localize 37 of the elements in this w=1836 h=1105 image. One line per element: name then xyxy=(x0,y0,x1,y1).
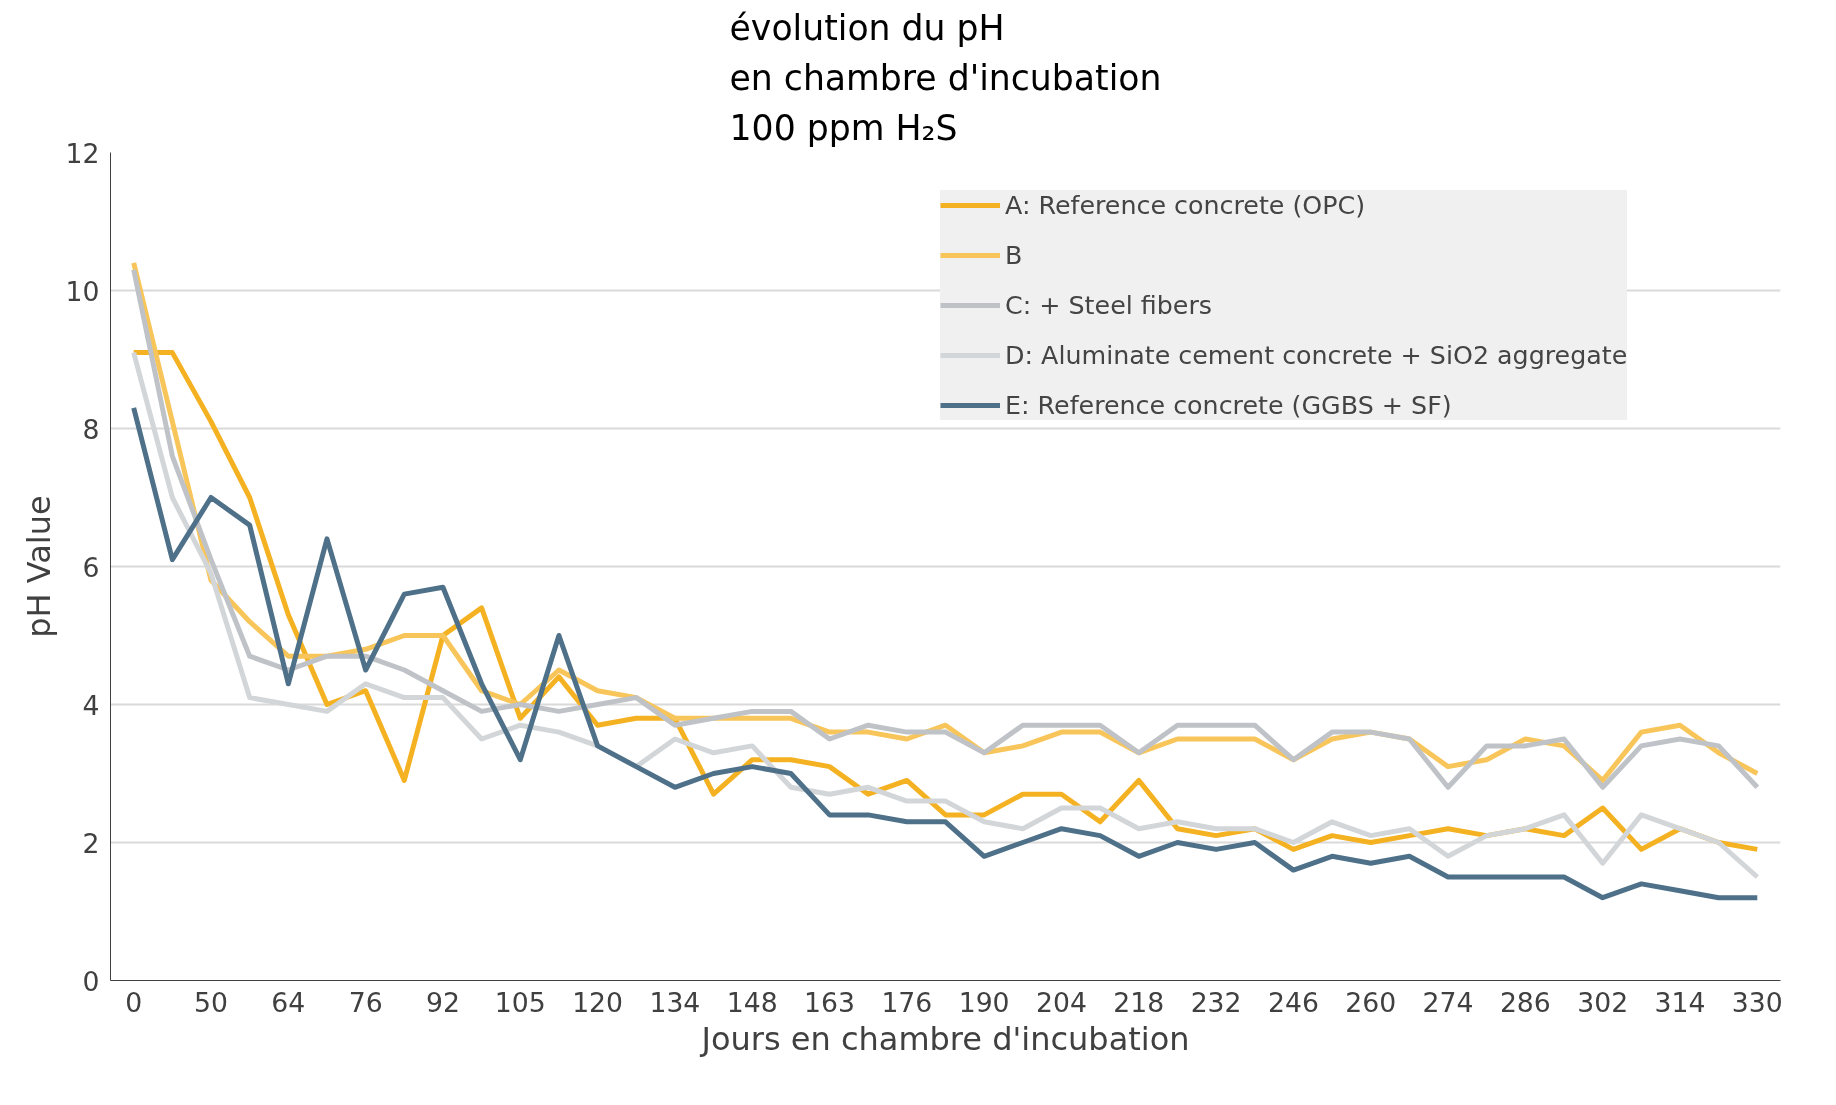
legend-label: B xyxy=(1005,240,1024,270)
legend-label: E: Reference concrete (GGBS + SF) xyxy=(1005,390,1452,420)
x-tick-label: 134 xyxy=(649,986,701,1018)
y-tick-label: 2 xyxy=(82,827,100,859)
x-tick-label: 190 xyxy=(958,986,1010,1018)
chart-title: évolution du pH en chambre d'incubation 100 ppm H₂S xyxy=(729,7,1162,148)
x-tick-label: 92 xyxy=(425,986,460,1018)
x-tick-label: 64 xyxy=(271,986,306,1018)
x-tick-label: 274 xyxy=(1422,986,1474,1018)
x-tick-label: 330 xyxy=(1731,986,1783,1018)
legend-label: C: + Steel fibers xyxy=(1005,290,1213,320)
x-tick-label: 204 xyxy=(1036,986,1087,1018)
x-axis-title: Jours en chambre d'incubation xyxy=(699,1019,1190,1058)
y-tick-label: 12 xyxy=(65,137,100,169)
x-tick-label: 120 xyxy=(572,986,624,1018)
y-tick-label: 6 xyxy=(82,551,100,583)
legend-label: A: Reference concrete (OPC) xyxy=(1005,190,1366,220)
y-tick-label: 8 xyxy=(82,413,100,445)
x-tick-label: 232 xyxy=(1190,986,1242,1018)
x-tick-label: 148 xyxy=(726,986,778,1018)
y-tick-label: 10 xyxy=(65,275,100,307)
x-tick-label: 50 xyxy=(194,986,228,1018)
x-tick-label: 218 xyxy=(1113,986,1165,1018)
x-tick-label: 314 xyxy=(1654,986,1706,1018)
y-tick-label: 4 xyxy=(82,689,100,721)
x-tick-label: 105 xyxy=(494,986,546,1018)
x-tick-label: 176 xyxy=(881,986,933,1018)
x-tick-label: 163 xyxy=(804,986,855,1018)
x-tick-label: 260 xyxy=(1345,986,1397,1018)
x-tick-label: 246 xyxy=(1267,986,1319,1018)
legend-label: D: Aluminate cement concrete + SiO2 aggregate xyxy=(1005,340,1628,370)
y-tick-label: 0 xyxy=(82,965,100,997)
x-tick-label: 76 xyxy=(348,986,383,1018)
x-tick-label: 302 xyxy=(1577,986,1629,1018)
x-tick-label: 0 xyxy=(125,986,143,1018)
y-axis-title: pH Value xyxy=(19,495,58,638)
x-tick-label: 286 xyxy=(1499,986,1551,1018)
